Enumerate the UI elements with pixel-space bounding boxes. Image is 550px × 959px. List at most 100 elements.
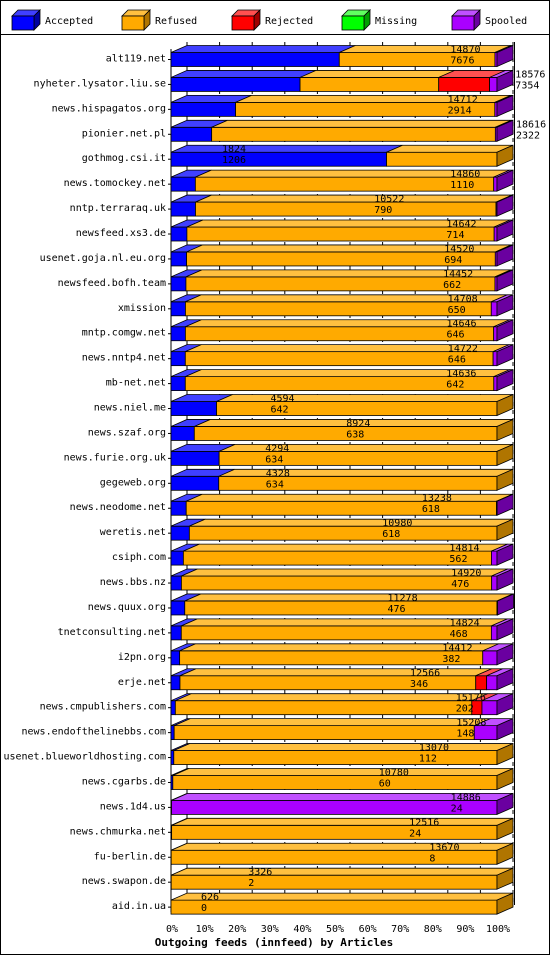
bar-accepted xyxy=(170,326,186,342)
value-label-offered: 10780 xyxy=(379,767,409,778)
value-label-accepted: 694 xyxy=(444,255,462,266)
bar-spooled-side xyxy=(496,568,514,591)
bar-refused-top xyxy=(172,768,514,776)
bar-spooled-side xyxy=(496,344,514,367)
bar-spooled xyxy=(482,650,498,666)
bar-spooled-side xyxy=(496,717,514,741)
category-label: gothmog.csi.it xyxy=(82,153,166,164)
value-label-offered: 14814 xyxy=(449,543,479,554)
value-label-accepted: 112 xyxy=(419,754,437,765)
bar-spooled xyxy=(493,226,498,242)
x-tick-label: 100% xyxy=(486,924,510,935)
bar-accepted xyxy=(170,276,187,292)
bar-refused-top xyxy=(171,817,514,826)
value-label-accepted: 618 xyxy=(422,504,440,515)
value-label-accepted: 346 xyxy=(410,679,428,690)
value-label-accepted: 7354 xyxy=(515,80,539,91)
value-label-accepted: 634 xyxy=(266,479,284,490)
value-label-offered: 14646 xyxy=(446,319,476,330)
bar-accepted xyxy=(170,450,220,466)
x-tick-label: 40% xyxy=(293,924,311,935)
bar-refused xyxy=(386,151,498,167)
bar-spooled-side xyxy=(496,119,514,142)
bar-accepted xyxy=(170,226,188,242)
bar-refused xyxy=(174,700,473,716)
bar-accepted xyxy=(170,301,186,317)
category-label: news.bbs.nz xyxy=(100,577,166,588)
bar-accepted xyxy=(170,376,186,391)
bar-refused xyxy=(185,301,492,317)
category-label: newsfeed.bofh.team xyxy=(58,278,166,289)
x-axis-title: Outgoing feeds (innfeed) by Articles xyxy=(155,936,393,949)
bar-refused-top xyxy=(170,892,514,901)
value-label-accepted: 382 xyxy=(442,654,460,665)
bar-spooled-side xyxy=(496,543,514,566)
value-label-accepted: 2 xyxy=(248,878,254,889)
bar-accepted xyxy=(170,700,176,716)
category-label: nyheter.lysator.liu.se xyxy=(34,78,166,89)
bar-refused xyxy=(181,575,493,591)
value-label-offered: 11278 xyxy=(387,593,417,604)
bar-accepted xyxy=(170,151,387,167)
category-label: mb-net.net xyxy=(106,378,166,389)
bar-spooled-side xyxy=(496,643,514,666)
legend-label: Refused xyxy=(155,16,197,27)
bar-accepted xyxy=(170,750,175,765)
bar-accepted xyxy=(170,401,217,416)
category-label: news.tomockey.net xyxy=(64,178,166,189)
bar-refused-top xyxy=(174,718,491,727)
category-label: usenet.goja.nl.eu.org xyxy=(40,253,166,264)
category-label: news.furie.org.uk xyxy=(64,452,166,463)
category-label: news.niel.me xyxy=(94,403,166,414)
bar-accepted xyxy=(170,77,301,92)
value-label-offered: 14886 xyxy=(451,792,481,803)
bar-refused-top xyxy=(218,468,514,477)
bar-spooled xyxy=(489,77,498,92)
value-label-offered: 18576 xyxy=(515,69,545,80)
category-label: newsfeed.xs3.de xyxy=(76,228,166,239)
bar-accepted-top xyxy=(170,45,356,53)
value-label-accepted: 476 xyxy=(451,579,469,590)
bar-spooled-side xyxy=(496,244,514,267)
value-label-accepted: 642 xyxy=(446,380,464,391)
value-label-accepted: 634 xyxy=(265,454,283,465)
bar-accepted xyxy=(170,675,181,691)
bar-spooled-side xyxy=(497,593,514,616)
value-label-accepted: 8 xyxy=(429,853,435,864)
value-label-offered: 10522 xyxy=(374,194,404,205)
value-label-accepted: 646 xyxy=(446,330,464,341)
value-label-accepted: 7676 xyxy=(450,56,474,67)
value-label-accepted: 1110 xyxy=(450,180,474,191)
value-label-offered: 14642 xyxy=(446,219,476,230)
value-label-accepted: 24 xyxy=(451,803,463,814)
bar-spooled xyxy=(493,376,498,391)
value-label-accepted: 24 xyxy=(409,828,421,839)
bar-refused xyxy=(194,176,495,192)
bar-refused-top xyxy=(216,394,514,402)
bar-refused xyxy=(218,450,498,466)
value-label-offered: 14870 xyxy=(450,45,480,56)
legend-label: Spooled xyxy=(485,16,527,27)
bar-accepted-top xyxy=(170,70,317,78)
bar-refused-side xyxy=(496,867,514,890)
value-label-accepted: 618 xyxy=(382,529,400,540)
value-label-offered: 13070 xyxy=(419,743,449,754)
bar-accepted xyxy=(170,525,190,541)
bar-accepted-top xyxy=(170,144,403,153)
value-label-accepted: 790 xyxy=(374,205,392,216)
bar-refused xyxy=(188,525,498,541)
bar-refused-side xyxy=(496,443,514,466)
category-label: news.1d4.us xyxy=(100,801,166,812)
x-tick-label: 80% xyxy=(424,924,442,935)
value-label-accepted: 60 xyxy=(379,778,391,789)
legend-item-rejected: Rejected xyxy=(231,9,313,31)
bar-refused xyxy=(171,824,498,840)
bar-refused-side xyxy=(496,817,514,840)
bar-refused xyxy=(179,650,484,666)
category-label: news.cmpublishers.com xyxy=(40,702,166,713)
bar-refused xyxy=(184,600,498,616)
value-label-offered: 14636 xyxy=(446,369,476,380)
category-label: nntp.terraraq.uk xyxy=(70,203,166,214)
category-label: i2pn.org xyxy=(118,652,166,663)
